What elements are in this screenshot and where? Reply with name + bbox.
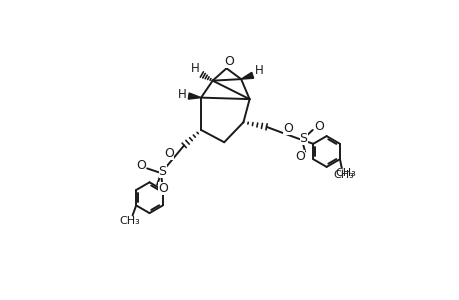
Text: CH₃: CH₃ (332, 170, 353, 180)
Text: H: H (177, 88, 186, 101)
Text: O: O (164, 146, 174, 160)
Text: H: H (254, 64, 263, 77)
Polygon shape (188, 93, 201, 99)
Text: CH₃: CH₃ (119, 216, 140, 226)
Polygon shape (241, 72, 253, 79)
Text: CH₃: CH₃ (335, 168, 355, 178)
Text: O: O (158, 182, 168, 195)
Text: S: S (299, 132, 307, 145)
Text: O: O (313, 120, 323, 133)
Text: S: S (158, 165, 166, 178)
Text: O: O (224, 55, 234, 68)
Text: O: O (295, 150, 305, 163)
Text: O: O (283, 122, 292, 135)
Text: O: O (136, 159, 146, 172)
Text: H: H (191, 62, 200, 75)
